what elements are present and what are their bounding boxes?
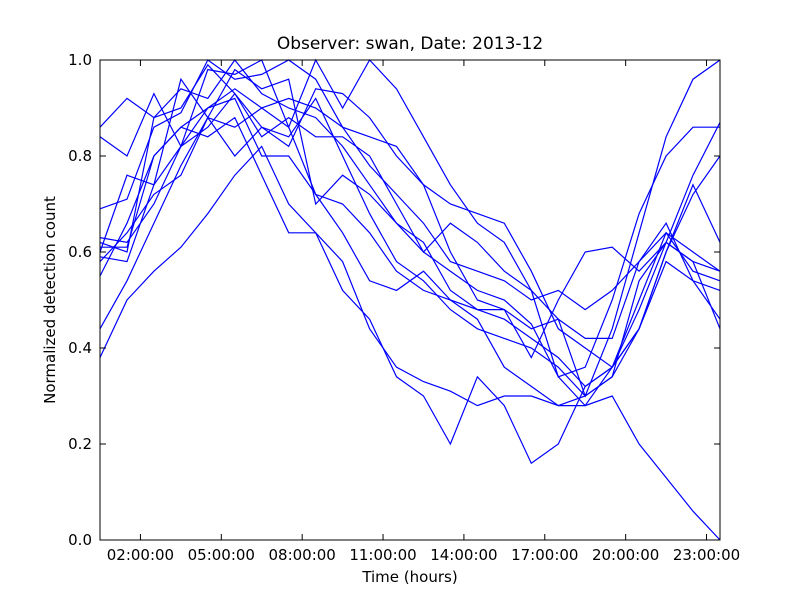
series-line-2 <box>99 58 721 398</box>
series-line-3 <box>99 59 721 369</box>
y-tick-label: 0.4 <box>68 339 92 357</box>
y-tick-label: 0.0 <box>68 531 92 549</box>
x-tick-label: 05:00:00 <box>188 546 255 564</box>
x-tick-label: 17:00:00 <box>511 546 578 564</box>
series-line-6 <box>99 77 721 397</box>
plot-frame <box>99 59 721 541</box>
series-line-12 <box>99 97 721 407</box>
y-tick-label: 1.0 <box>68 51 92 69</box>
chart-title: Observer: swan, Date: 2013-12 <box>276 34 544 54</box>
series-line-9 <box>99 145 721 465</box>
series-line-8 <box>99 107 721 339</box>
series-line-10 <box>99 116 721 541</box>
series-line-4 <box>99 63 721 359</box>
series-line-7 <box>99 68 721 388</box>
x-tick-label: 02:00:00 <box>107 546 174 564</box>
y-tick-label: 0.2 <box>68 435 92 453</box>
x-tick-label: 14:00:00 <box>430 546 497 564</box>
x-tick-label: 08:00:00 <box>268 546 335 564</box>
y-tick-label: 0.6 <box>68 243 92 261</box>
x-axis-label: Time (hours) <box>362 568 458 586</box>
x-tick-label: 20:00:00 <box>592 546 659 564</box>
x-tick-label: 11:00:00 <box>349 546 416 564</box>
series-line-11 <box>99 92 720 378</box>
y-axis-label: Normalized detection count <box>41 196 59 404</box>
y-tick-label: 0.8 <box>68 147 92 165</box>
x-tick-label: 23:00:00 <box>673 546 740 564</box>
